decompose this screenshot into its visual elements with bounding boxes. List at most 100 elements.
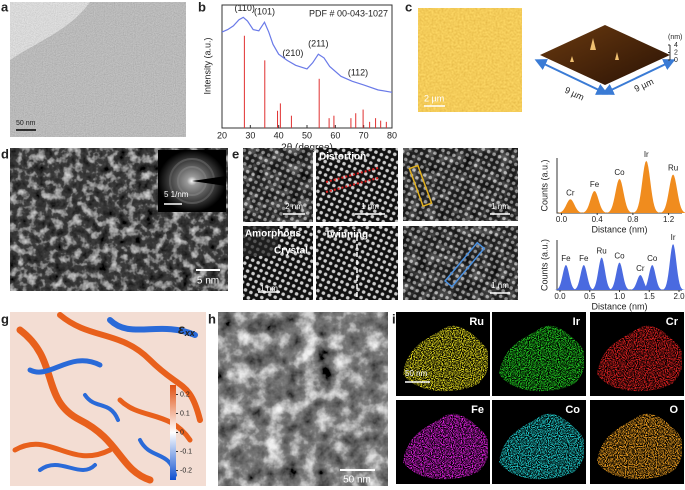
colorbar-tick-label: -0.1 (180, 448, 192, 455)
colorbar-tick-label: -0.2 (180, 467, 192, 474)
x-tick-label: 1.0 (614, 292, 626, 301)
element-label: O (669, 404, 678, 416)
afm-peaks (570, 38, 619, 62)
peak-label: Fe (590, 180, 600, 189)
peak-label: Ir (671, 233, 676, 242)
peak-label: (101) (254, 7, 275, 17)
distortion-line (325, 167, 379, 183)
strain-symbol: εxx (178, 321, 196, 339)
axis (556, 158, 682, 214)
beam-stop (192, 176, 226, 186)
x-tick-label: 0.0 (556, 215, 568, 224)
scale-label: 5 nm (197, 276, 219, 287)
xrd-plot: 20 30 40 50 60 70 80 (110) (101) (210) (211) (112) (217, 3, 397, 140)
profile-peak (588, 257, 615, 290)
y-axis-label: Counts (a.u.) (539, 239, 549, 291)
pdf-label: PDF # 00-043-1027 (309, 8, 388, 18)
colorbar-ticks: 0.2 0.1 0 -0.1 -0.2 (176, 391, 192, 474)
x-tick-label: 0.0 (554, 292, 566, 301)
profile-peak (552, 265, 580, 290)
z-axis-ticks: 420 (668, 42, 678, 64)
profile-peak (606, 262, 633, 290)
peak-label: Ru (597, 247, 607, 256)
x-axis-label: Distance (nm) (591, 301, 647, 311)
panel-label: c (405, 0, 412, 14)
element-label: Ru (469, 316, 484, 328)
scale-label: 5 1/nm (164, 190, 189, 199)
peak-label: Ru (668, 164, 678, 173)
scale-label: 1 nm (491, 202, 509, 211)
x-tick-label: 60 (330, 130, 340, 140)
panel-label: a (1, 0, 9, 14)
side-label: 9 µm (563, 85, 586, 103)
atomic-image (316, 148, 398, 222)
colorbar-tick-label: 0.1 (180, 410, 190, 417)
amorphous-label: Amorphous (245, 229, 302, 240)
peak-label: Cr (566, 188, 575, 197)
x-tick-label: 0.4 (592, 215, 604, 224)
profile-peak (578, 191, 611, 213)
peak-label: (110) (234, 3, 254, 13)
twinning-label: Twinning (325, 230, 368, 241)
profile-peak (630, 160, 663, 213)
scale-label: 1 nm (260, 284, 278, 293)
line-profiles: Counts (a.u.) Distance (nm) 0.0 0.4 0.8 1.2 Cr… (539, 150, 685, 311)
profile-peak (627, 275, 654, 290)
line-profile-box (444, 241, 486, 288)
colorbar-tick-label: 0.2 (180, 391, 190, 398)
distortion-label: Distortion (319, 152, 366, 163)
subscript: xx (184, 328, 196, 338)
eds-maps: Ru Ir Cr Fe Co O (396, 312, 684, 484)
scale-label: 1 nm (361, 202, 379, 211)
peak-label: Cr (636, 264, 645, 273)
profile-peak (659, 244, 685, 290)
scale-label: 2 nm (285, 202, 303, 211)
panel-label: g (1, 311, 9, 326)
x-tick-label: 0.8 (627, 215, 639, 224)
x-tick-label: 30 (245, 130, 255, 140)
x-tick-label: 80 (387, 130, 397, 140)
profile-peak (603, 178, 636, 213)
panel-label: i (392, 311, 396, 326)
element-label: Ir (573, 316, 581, 328)
axis (556, 240, 682, 291)
element-label: Fe (471, 404, 484, 416)
profile-peak (554, 199, 587, 213)
peak-label: Fe (561, 254, 571, 263)
distortion-line (325, 177, 379, 193)
xrd-curve (221, 16, 393, 93)
z-tick-label: 0 (674, 57, 678, 64)
element-label: Cr (666, 316, 679, 328)
x-tick-label: 1.5 (644, 292, 656, 301)
x-tick-label: 40 (274, 130, 284, 140)
y-axis-label: Counts (a.u.) (539, 159, 549, 211)
scale-label: 50 nm (405, 369, 428, 378)
strain-features (12, 312, 203, 484)
x-axis-label: Distance (nm) (591, 224, 647, 234)
dimension-arrow (601, 59, 676, 95)
panel-label: h (208, 311, 216, 326)
peak-label: Co (647, 254, 658, 263)
afm-image (418, 8, 522, 112)
x-tick-label: 2.0 (673, 292, 685, 301)
peak-label: Co (614, 168, 625, 177)
tem-grain (10, 2, 186, 137)
atomic-overlay (403, 148, 518, 221)
profile-peak (570, 265, 597, 290)
scale-label: 1 nm (491, 281, 509, 290)
y-axis-label: Intensity (a.u.) (202, 37, 212, 94)
profile-peak (639, 265, 666, 290)
hrstem-panels (243, 148, 398, 300)
crystal-label: Crystal (274, 246, 308, 257)
dimension-arrow (534, 59, 609, 95)
colorbar (170, 385, 176, 480)
x-tick-label: 0.5 (584, 292, 596, 301)
peak-label: Ir (644, 150, 649, 159)
x-tick-label: 20 (217, 130, 227, 140)
colorbar-tick-label: 0 (180, 429, 184, 436)
element-label: Co (565, 404, 580, 416)
peak-label: (210) (282, 48, 303, 58)
scale-label: 50 nm (16, 120, 36, 127)
x-tick-label: 70 (359, 130, 369, 140)
